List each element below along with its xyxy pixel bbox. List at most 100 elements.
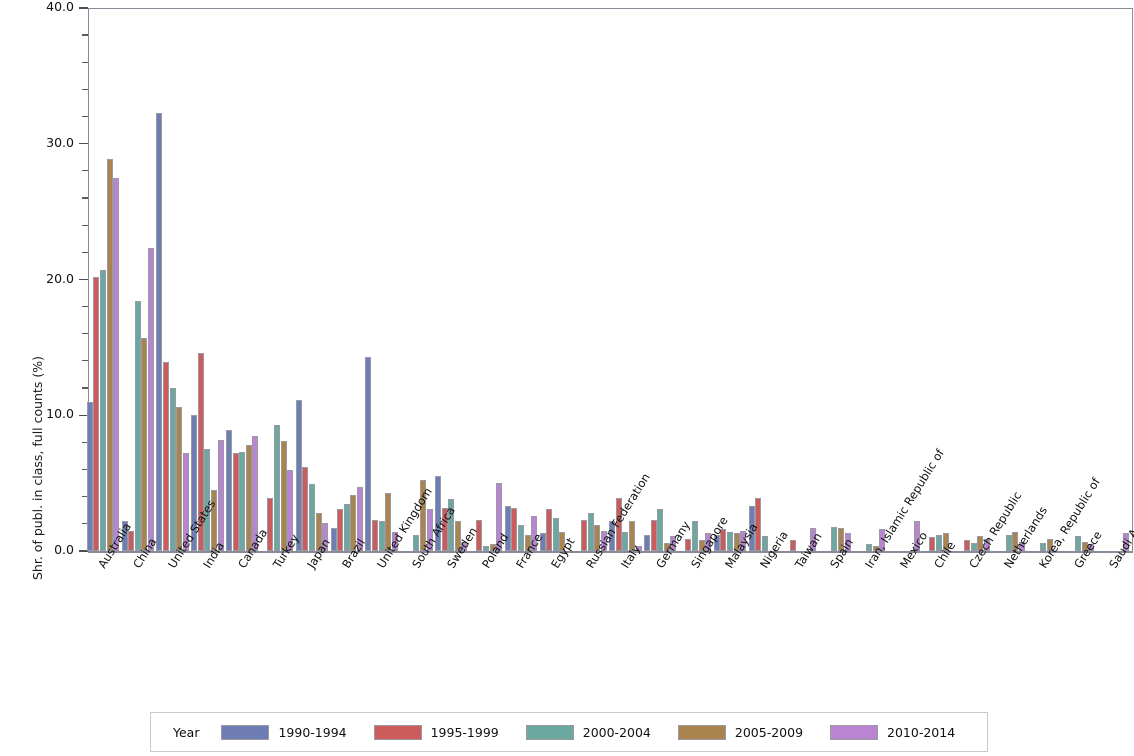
legend-item[interactable]: 2005-2009 [677,724,803,740]
bar [587,513,594,551]
bar [929,537,936,551]
bar [308,484,315,551]
y-tick-major [79,143,88,145]
bar [191,415,198,551]
bars-layer [86,8,1133,551]
x-axis-label: Malaysia [722,520,761,571]
legend-items: 1990-1994 1995-1999 2000-2004 2005-2009 2010… [221,724,982,740]
y-tick-minor [82,468,88,471]
y-tick-minor [82,523,88,525]
bar [169,388,176,551]
bar [106,158,113,551]
bar [942,533,949,551]
bar [365,356,372,551]
bar [426,508,433,551]
y-tick-minor [82,305,88,308]
x-axis-label: Saudi Arabia [1105,501,1134,571]
y-tick-minor [82,170,88,172]
bar [274,424,281,551]
x-axis-label: Poland [478,530,511,571]
bar [831,526,838,551]
bar [748,506,755,551]
bar [1005,534,1012,551]
plot-area [88,8,1133,551]
bar [295,400,302,551]
bar [182,453,189,551]
legend-item[interactable]: 2000-2004 [525,724,651,740]
bar [983,538,990,551]
y-tick-minor [82,360,88,362]
bar [622,532,629,551]
x-axis-label: Russian Federation [583,470,653,571]
bar [280,441,287,551]
bar [1075,536,1082,551]
bar [1047,538,1054,551]
y-tick-minor [82,115,88,118]
bar [935,534,942,551]
bar [977,536,984,551]
bar [141,337,148,551]
bar [435,476,442,551]
legend-item[interactable]: 2010-2014 [830,724,955,740]
bar [789,540,796,551]
bar [343,503,350,551]
bar [879,529,886,551]
bar [600,530,607,551]
legend-item[interactable]: 1990-1994 [221,724,347,740]
bar [330,527,337,551]
bar [371,519,378,551]
legend-title: Year [173,724,200,740]
legend-item[interactable]: 1995-1999 [373,724,499,740]
bar [872,545,879,551]
y-tick-minor [82,197,88,199]
bar [733,533,740,551]
bar [287,469,294,551]
x-axis-label: Taiwan [792,530,825,571]
legend: Year 1990-1994 1995-1999 2000-2004 2005-200… [150,712,988,752]
legend-swatch [677,724,726,740]
y-tick-minor [82,441,88,443]
bar [267,498,274,551]
bar [476,519,483,551]
bar [420,480,427,551]
x-axis-label: India [199,539,227,571]
x-axis-label: Brazil [339,536,369,571]
bar [489,544,496,551]
bar [705,533,712,551]
bar [964,540,971,551]
x-axis-label: Australia [95,520,135,571]
y-tick-label: 40.0 [46,0,74,14]
bar [635,545,642,551]
bar [156,112,163,551]
bar [461,541,468,551]
bar [580,519,587,551]
legend-swatch [221,724,270,740]
bar [1081,541,1088,551]
x-axis-label: Spain [826,536,856,571]
y-tick-label: 10.0 [46,406,74,422]
bar [517,525,524,551]
legend-swatch [830,724,879,740]
bar [121,521,128,551]
legend-swatch [373,724,422,740]
x-axis-label: Turkey [269,531,302,571]
y-tick-major [79,7,88,9]
bar [217,439,224,551]
x-axis-label: Sweden [443,524,480,571]
y-tick-minor [82,333,88,335]
bar [204,449,211,551]
bar [385,492,392,551]
bar [337,508,344,551]
bar [162,362,169,551]
bar [356,487,363,551]
bar [594,525,601,551]
bar [232,453,239,551]
x-axis-label: Chile [931,538,959,571]
bar [657,508,664,551]
bar [629,521,636,551]
y-tick-minor [82,61,88,63]
x-axis-label: Germany [652,518,693,571]
bar [698,540,705,551]
bar [378,521,385,551]
